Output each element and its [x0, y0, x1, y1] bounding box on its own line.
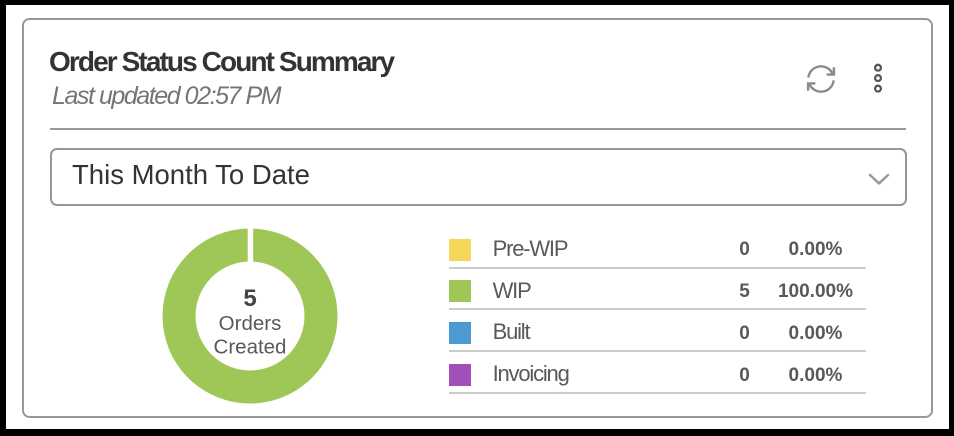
svg-text:Orders: Orders — [219, 312, 282, 335]
svg-text:Created: Created — [214, 335, 287, 358]
svg-text:5: 5 — [243, 284, 256, 311]
